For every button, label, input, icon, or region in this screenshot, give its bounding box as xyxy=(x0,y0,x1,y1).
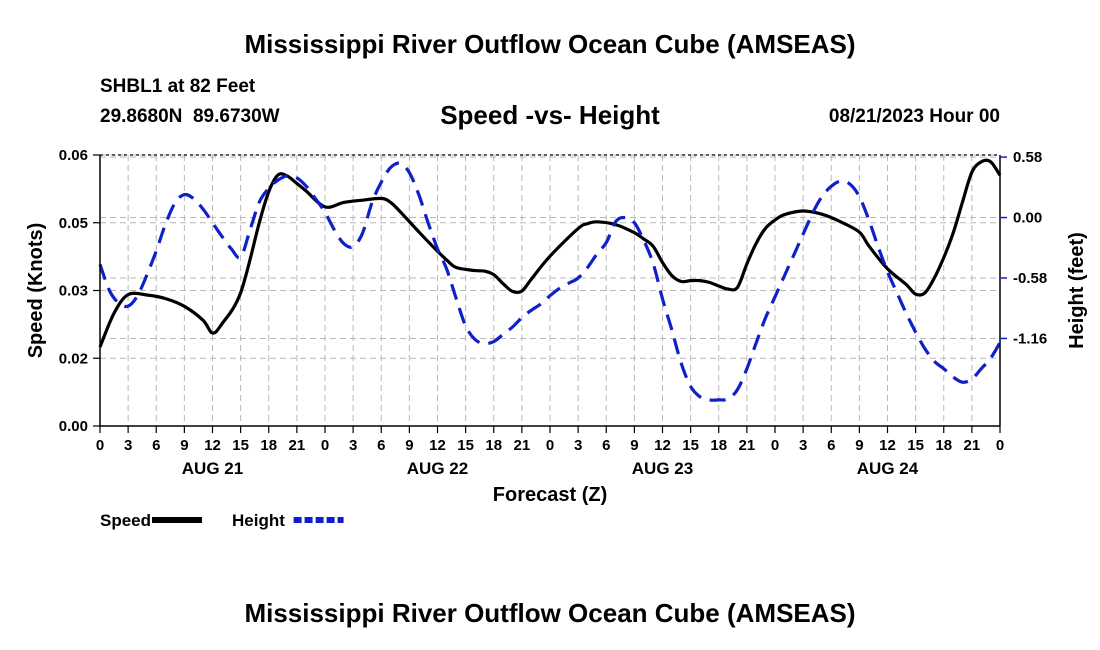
grid-layer xyxy=(100,154,1000,426)
day-label: AUG 23 xyxy=(632,459,693,478)
y-axis-title-right: Height (feet) xyxy=(1066,232,1088,349)
x-axis-title: Forecast (Z) xyxy=(493,484,607,506)
page-title: Mississippi River Outflow Ocean Cube (AM… xyxy=(244,29,856,59)
x-tick-label: 0 xyxy=(546,437,554,454)
next-page-title: Mississippi River Outflow Ocean Cube (AM… xyxy=(244,598,856,628)
y-tick-label-left: 0.00 xyxy=(59,418,88,435)
x-tick-label: 21 xyxy=(739,437,756,454)
legend-label-speed: Speed xyxy=(100,511,151,530)
x-tick-label: 9 xyxy=(630,437,638,454)
day-label: AUG 22 xyxy=(407,459,468,478)
legend-label-height: Height xyxy=(232,511,285,530)
x-tick-label: 21 xyxy=(964,437,981,454)
labels-layer: 0 3 6 9 12 15 18 21 0 3 6 9 12 15 18 21 0 3 6 9 12 15 18 21 0 3 6 9… xyxy=(25,147,1088,506)
y-axis-title-left: Speed (Knots) xyxy=(25,223,47,359)
y-tick-label-left: 0.05 xyxy=(59,215,88,232)
series-line-height xyxy=(98,161,1002,402)
x-tick-label: 12 xyxy=(879,437,896,454)
day-label: AUG 21 xyxy=(182,459,243,478)
x-tick-label: 3 xyxy=(124,437,132,454)
x-tick-label: 15 xyxy=(232,437,249,454)
x-tick-label: 0 xyxy=(321,437,329,454)
x-tick-label: 15 xyxy=(457,437,474,454)
series-layer xyxy=(98,158,1002,402)
x-tick-label: 18 xyxy=(260,437,277,454)
x-tick-label: 9 xyxy=(855,437,863,454)
x-tick-label: 12 xyxy=(204,437,221,454)
y-tick-label-left: 0.06 xyxy=(59,147,88,164)
x-tick-label: 0 xyxy=(771,437,779,454)
y-tick-label-left: 0.03 xyxy=(59,283,88,300)
x-tick-label: 9 xyxy=(180,437,188,454)
x-tick-label: 3 xyxy=(574,437,582,454)
x-tick-label: 12 xyxy=(429,437,446,454)
station-coordinates: 29.8680N 89.6730W xyxy=(100,106,280,127)
x-tick-label: 15 xyxy=(907,437,924,454)
series-line-speed xyxy=(98,158,1002,348)
x-tick-label: 21 xyxy=(289,437,306,454)
x-tick-label: 15 xyxy=(682,437,699,454)
x-tick-label: 6 xyxy=(602,437,610,454)
legend: Speed Height xyxy=(100,511,344,530)
y-tick-label-right: -1.16 xyxy=(1013,330,1047,347)
x-tick-label: 6 xyxy=(827,437,835,454)
x-tick-label: 12 xyxy=(654,437,671,454)
y-tick-label-right: 0.58 xyxy=(1013,149,1042,166)
x-tick-label: 3 xyxy=(349,437,357,454)
x-tick-label: 6 xyxy=(152,437,160,454)
y-tick-label-right: 0.00 xyxy=(1013,210,1042,227)
axes-layer xyxy=(93,154,1007,433)
y-tick-label-right: -0.58 xyxy=(1013,270,1047,287)
y-tick-label-left: 0.02 xyxy=(59,350,88,367)
x-tick-label: 21 xyxy=(514,437,531,454)
x-tick-label: 0 xyxy=(996,437,1004,454)
x-tick-label: 18 xyxy=(485,437,502,454)
x-tick-label: 6 xyxy=(377,437,385,454)
x-tick-label: 18 xyxy=(710,437,727,454)
x-tick-label: 3 xyxy=(799,437,807,454)
chart-title: Speed -vs- Height xyxy=(440,100,660,130)
x-tick-label: 18 xyxy=(935,437,952,454)
station-name: SHBL1 at 82 Feet xyxy=(100,76,256,97)
day-label: AUG 24 xyxy=(857,459,919,478)
x-tick-label: 0 xyxy=(96,437,104,454)
x-tick-label: 9 xyxy=(405,437,413,454)
forecast-time: 08/21/2023 Hour 00 xyxy=(828,106,1000,127)
